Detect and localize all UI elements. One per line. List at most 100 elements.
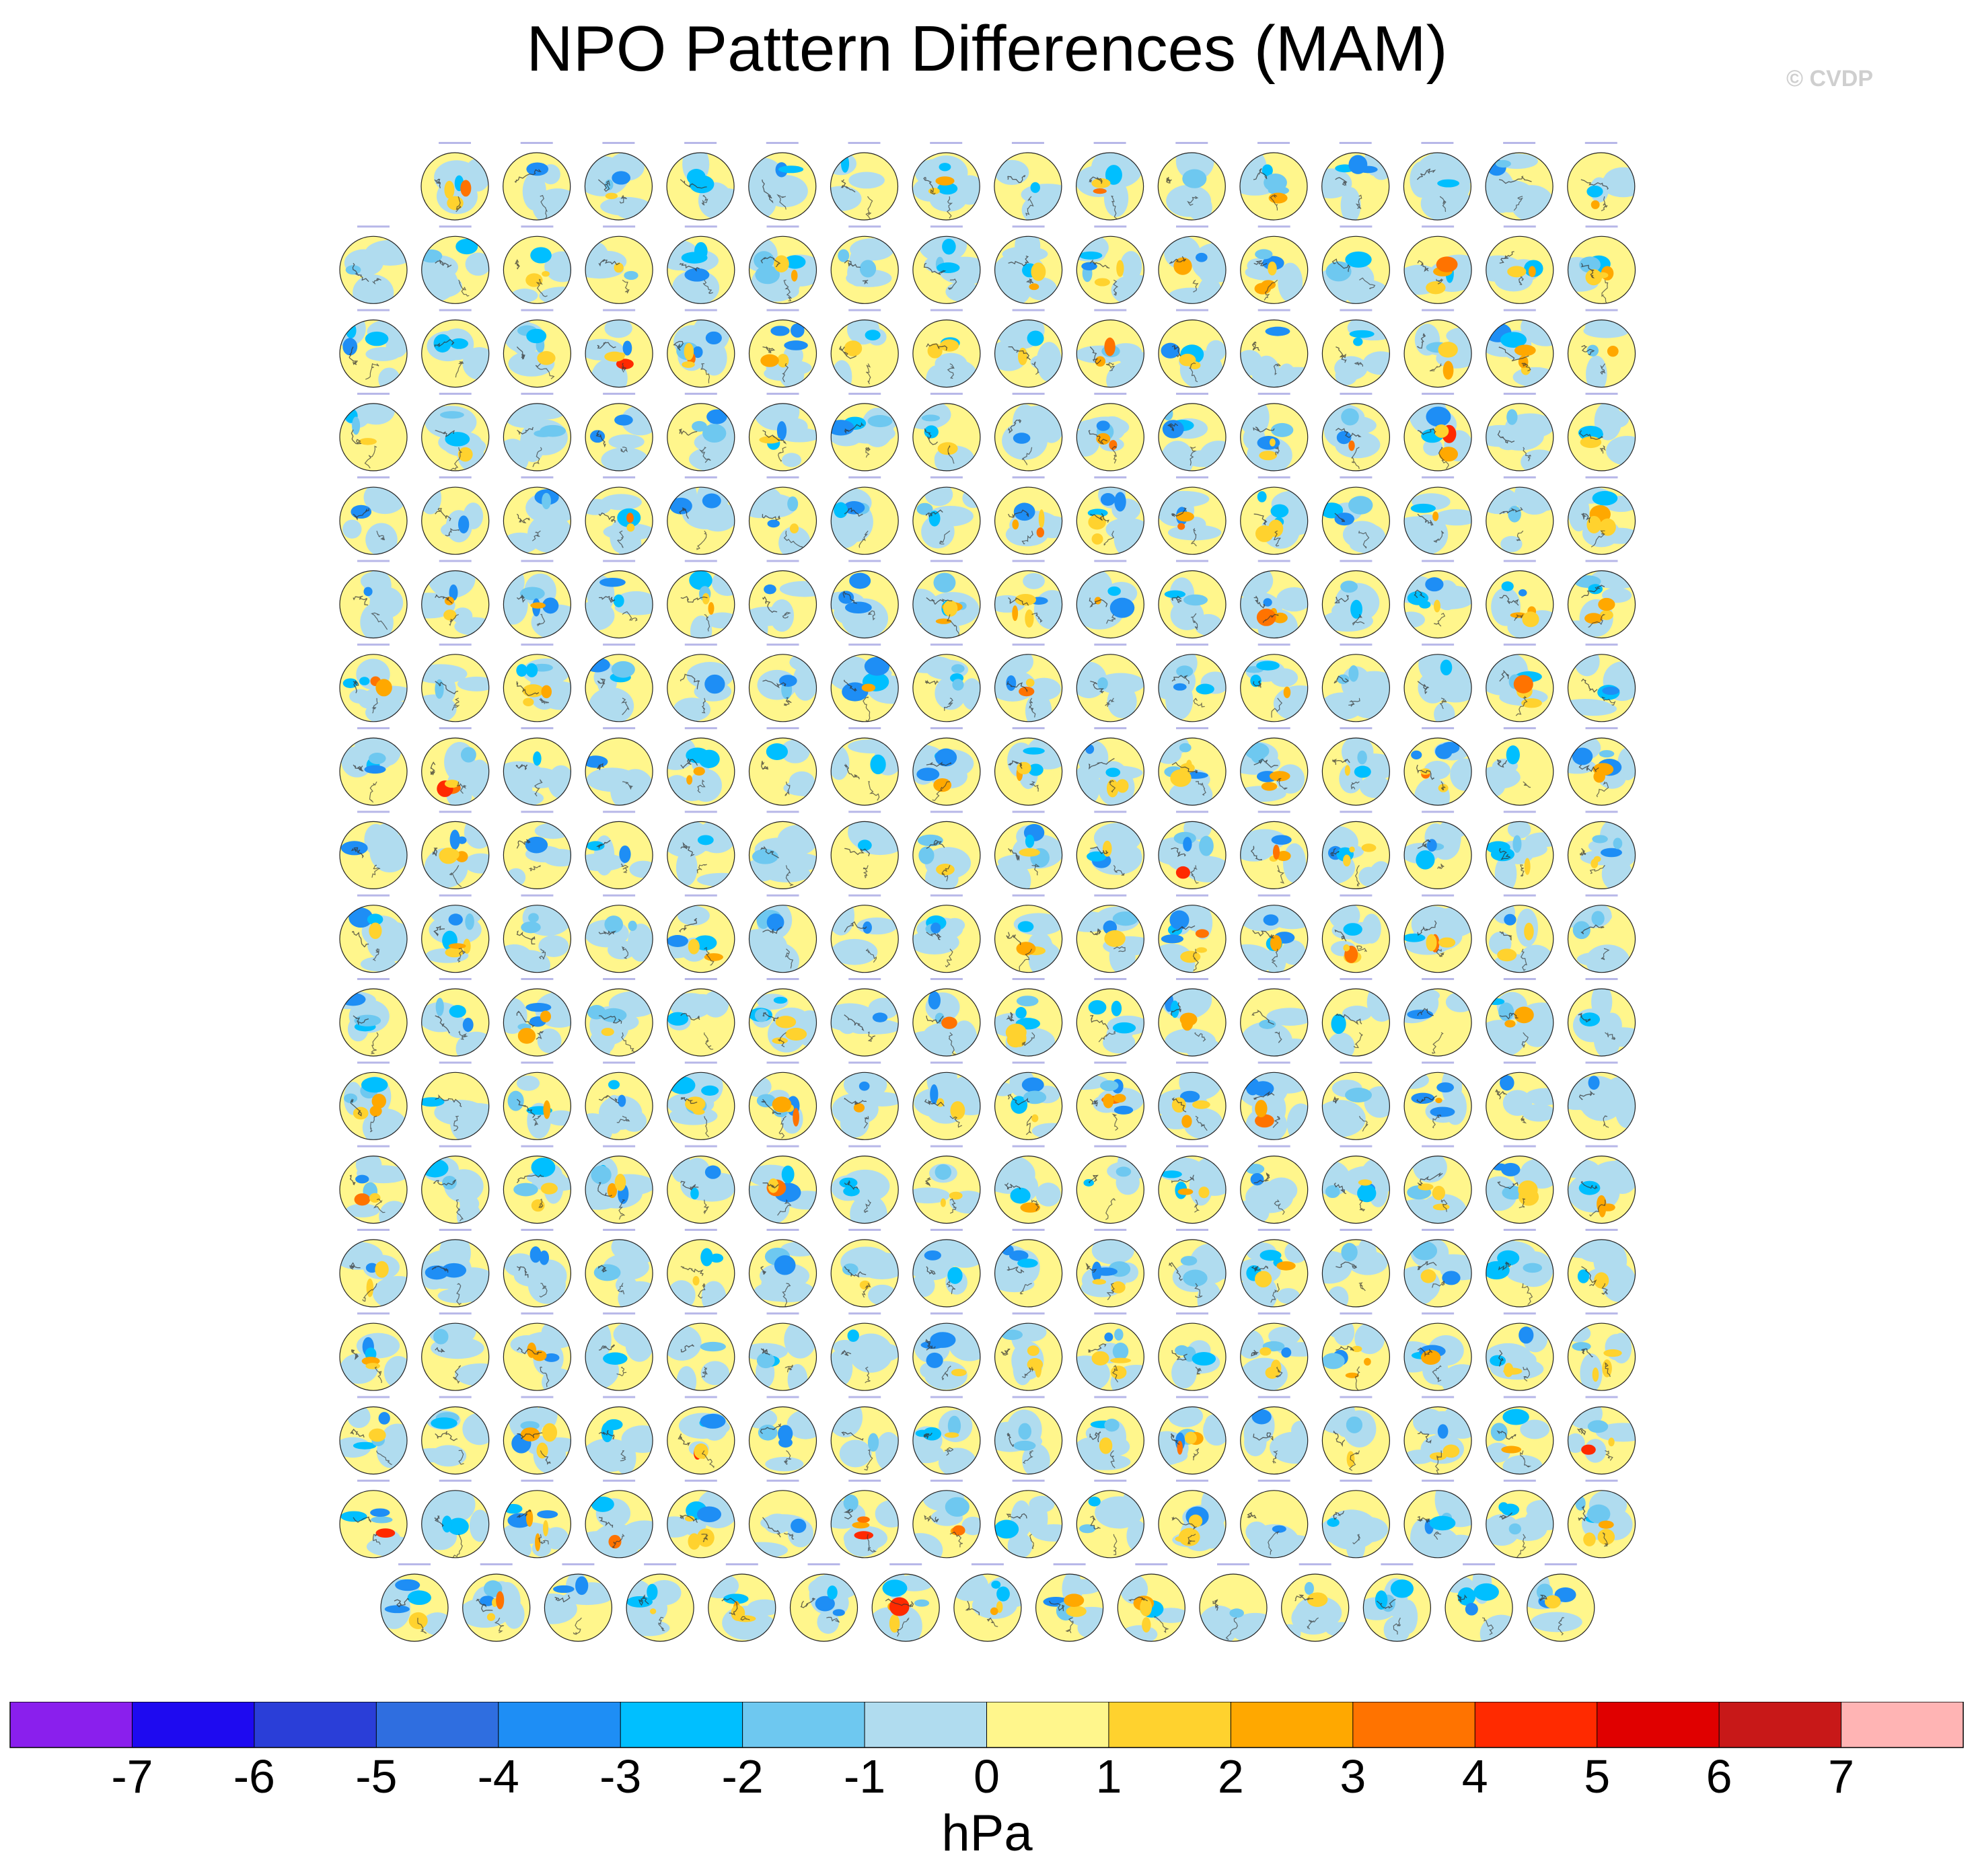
panel-title-mark [1257,894,1290,897]
panel-title-mark [684,476,717,479]
coastline [925,1339,936,1351]
panel-title-mark [930,476,963,479]
anomaly-contour [1031,1114,1039,1123]
coastline [1307,1617,1319,1630]
panel-title-mark [521,225,554,228]
coastline [458,1030,468,1041]
anomaly-contour [949,1191,963,1200]
coastline [1514,614,1524,622]
anomaly-contour [783,184,807,199]
panel-border [1567,486,1636,555]
panel-border [667,570,735,639]
panel-title-mark [644,1563,677,1566]
panel-title-mark [1257,225,1290,228]
coastline [1023,1450,1034,1464]
coastline [1166,176,1172,184]
panel-border [1076,1239,1144,1308]
panel-border [1403,1072,1472,1140]
panel-title-mark [1257,309,1290,311]
anomaly-contour [1585,355,1607,387]
panel-map [1076,560,1144,639]
anomaly-contour [1321,168,1352,198]
anomaly-contour [1361,843,1377,852]
anomaly-contour [1105,767,1121,778]
anomaly-contour [1514,344,1536,357]
coastline [369,1115,377,1133]
coastline [680,841,695,857]
anomaly-contour [1198,1187,1210,1199]
anomaly-contour [608,1534,622,1549]
anomaly-contour [1438,342,1458,358]
panel-map [666,142,735,221]
coastline [1268,1531,1280,1555]
anomaly-contour [1580,1353,1603,1391]
anomaly-contour [1064,1593,1085,1608]
coastline [1187,196,1199,206]
panel-border [1486,570,1554,639]
coastline [1520,864,1525,877]
anomaly-contour [1083,1179,1095,1187]
panel-map [912,1479,981,1559]
anomaly-contour [850,238,894,261]
coastline [1358,531,1370,549]
panel-border [1240,654,1309,722]
anomaly-contour [1176,665,1194,677]
panel-title-mark [603,1145,636,1148]
panel-title-mark [766,1145,799,1148]
anomaly-contour [678,905,710,926]
coastline [1434,612,1446,627]
panel-map [1321,309,1391,388]
anomaly-contour [626,523,635,532]
panel-border [667,1322,735,1391]
coastline [1601,696,1616,706]
panel-title-mark [1094,978,1127,980]
coastline [1435,1450,1442,1474]
anomaly-contour [1442,1444,1460,1458]
panel-title-mark [1012,1145,1045,1148]
panel-map [503,978,572,1057]
anomaly-contour [1276,1288,1300,1304]
panel-title-mark [439,392,472,395]
coastline [1190,865,1199,884]
panel-map [1076,476,1144,555]
panel-title-mark [848,1228,881,1231]
panel-title-mark [1503,978,1536,980]
anomaly-contour [1421,1528,1460,1558]
panel-border [1240,737,1309,806]
panel-title-mark [603,560,636,562]
anomaly-contour [369,1428,386,1442]
panel-border [585,570,653,639]
panel-title-mark [439,476,472,479]
anomaly-contour [1327,1286,1349,1307]
panel-map [1158,225,1227,304]
anomaly-contour [365,1263,378,1273]
coastline [1195,1366,1202,1375]
panel-title-mark [930,560,963,562]
anomaly-contour [1490,1355,1506,1367]
anomaly-contour [439,411,464,419]
panel-map [1240,727,1309,806]
anomaly-contour [1164,236,1201,270]
anomaly-contour [1259,1019,1276,1029]
anomaly-contour [447,1517,469,1536]
coastline [1417,1261,1437,1271]
panel-map [994,894,1063,973]
anomaly-contour [793,1108,799,1127]
coastline [1105,362,1116,371]
panel-border [1240,1072,1309,1140]
panel-title-mark [930,894,963,897]
anomaly-contour [1601,170,1635,198]
panel-title-mark [766,309,799,311]
panel-title-mark [848,1396,881,1398]
anomaly-contour [1116,260,1124,277]
panel-border [1321,654,1391,722]
anomaly-contour [1358,1179,1373,1186]
panel-map [1321,643,1391,722]
anomaly-contour [585,657,610,673]
anomaly-contour [506,868,526,887]
panel-border [667,905,735,973]
panel-map [1567,309,1636,388]
anomaly-contour [503,532,538,554]
anomaly-contour [517,1028,536,1044]
coastline [783,279,792,301]
